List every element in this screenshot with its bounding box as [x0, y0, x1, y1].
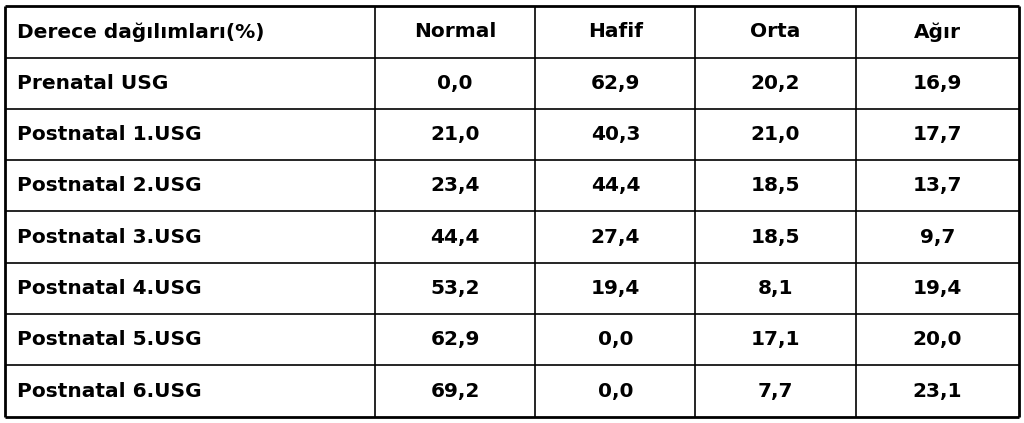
Text: 17,1: 17,1: [751, 330, 801, 349]
Text: 18,5: 18,5: [751, 228, 801, 247]
Text: Derece dağılımları(%): Derece dağılımları(%): [17, 22, 265, 42]
Text: 19,4: 19,4: [912, 279, 962, 298]
Text: 40,3: 40,3: [591, 125, 640, 144]
Text: 27,4: 27,4: [591, 228, 640, 247]
Text: 0,0: 0,0: [598, 382, 633, 401]
Text: 8,1: 8,1: [758, 279, 794, 298]
Text: Hafif: Hafif: [588, 22, 643, 41]
Text: Prenatal USG: Prenatal USG: [17, 74, 169, 93]
Text: 13,7: 13,7: [912, 176, 962, 195]
Text: 16,9: 16,9: [912, 74, 962, 93]
Text: Postnatal 2.USG: Postnatal 2.USG: [17, 176, 202, 195]
Text: 44,4: 44,4: [430, 228, 480, 247]
Text: Postnatal 1.USG: Postnatal 1.USG: [17, 125, 202, 144]
Text: 19,4: 19,4: [591, 279, 640, 298]
Text: 62,9: 62,9: [591, 74, 640, 93]
Text: Postnatal 5.USG: Postnatal 5.USG: [17, 330, 202, 349]
Text: Postnatal 3.USG: Postnatal 3.USG: [17, 228, 202, 247]
Text: 23,4: 23,4: [430, 176, 480, 195]
Text: 53,2: 53,2: [430, 279, 480, 298]
Text: 20,0: 20,0: [912, 330, 962, 349]
Text: 21,0: 21,0: [751, 125, 801, 144]
Text: 18,5: 18,5: [751, 176, 801, 195]
Text: 7,7: 7,7: [758, 382, 794, 401]
Text: 44,4: 44,4: [591, 176, 640, 195]
Text: 21,0: 21,0: [430, 125, 480, 144]
Text: Normal: Normal: [414, 22, 497, 41]
Text: 69,2: 69,2: [430, 382, 480, 401]
Text: 20,2: 20,2: [751, 74, 801, 93]
Text: 17,7: 17,7: [912, 125, 962, 144]
Text: 9,7: 9,7: [920, 228, 955, 247]
Text: Postnatal 6.USG: Postnatal 6.USG: [17, 382, 202, 401]
Text: 23,1: 23,1: [912, 382, 962, 401]
Text: Ağır: Ağır: [913, 22, 961, 42]
Text: Postnatal 4.USG: Postnatal 4.USG: [17, 279, 202, 298]
Text: 0,0: 0,0: [598, 330, 633, 349]
Text: 0,0: 0,0: [437, 74, 473, 93]
Text: 62,9: 62,9: [430, 330, 480, 349]
Text: Orta: Orta: [751, 22, 801, 41]
